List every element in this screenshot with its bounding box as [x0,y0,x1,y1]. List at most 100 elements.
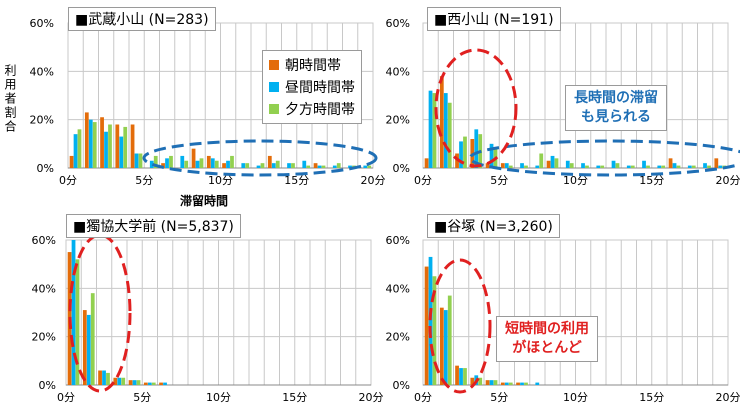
bar-noon [317,165,322,168]
bar-evening [707,165,711,168]
bar-noon [489,380,494,385]
bar-evening [108,124,112,168]
y-tick-label: 0% [37,162,54,175]
note-long-line2: も見られる [581,109,651,125]
bar-morning [470,377,475,385]
bar-noon [520,382,524,385]
short-stay-ellipse-yatsuka [428,258,492,394]
bar-evening [585,165,589,168]
x-tick-label: 5分 [490,391,508,404]
bar-evening [524,165,528,168]
x-tick-label: 20分 [359,391,384,404]
bar-noon [348,165,352,168]
bar-noon [195,160,200,168]
bar-evening [508,165,513,168]
chart-legend: 朝時間帯 昼間時間帯 夕方時間帯 [262,50,362,124]
x-tick-label: 10分 [208,174,233,187]
chart-title-musashikoyama: ■武蔵小山 (N=283) [68,7,216,31]
bar-noon [428,256,433,385]
y-tick-label: 60% [32,234,56,247]
bar-noon [104,131,108,168]
bar-morning [500,382,505,385]
bar-noon [443,310,448,385]
x-tick-label: 20分 [361,174,386,187]
bar-morning [546,160,551,168]
bar-noon [565,160,570,168]
x-tick-label: 5分 [135,174,153,187]
bar-noon [642,160,646,168]
bar-noon [256,165,261,168]
bar-noon [718,165,723,168]
note-long-stay: 長時間の滞留 も見られる [565,85,667,131]
bar-noon [459,368,463,385]
bar-noon [550,155,555,168]
x-tick-label: 0分 [414,174,432,187]
legend-swatch-evening [269,104,279,114]
bar-morning [161,163,165,168]
legend-swatch-morning [269,60,279,70]
x-tick-label: 0分 [59,174,77,187]
bar-evening [275,160,280,168]
bar-noon [489,143,494,168]
bar-morning [143,382,148,385]
bar-morning [130,124,135,168]
bar-evening [260,163,265,168]
bar-evening [447,295,452,385]
bar-noon [703,163,707,168]
bar-evening [432,276,437,385]
bar-noon [459,141,463,168]
bar-morning [455,365,459,385]
bar-evening [554,158,559,168]
bar-noon [180,155,185,168]
legend-label-morning: 朝時間帯 [285,58,341,74]
bar-noon [88,119,93,168]
legend-item-evening: 夕方時間帯 [269,98,355,120]
bar-noon [71,240,76,385]
y-tick-label: 40% [30,65,54,78]
y-tick-label: 20% [386,114,410,127]
bar-noon [226,160,230,168]
bar-evening [90,293,95,385]
bar-morning [100,117,104,168]
bar-noon [117,377,122,385]
note-short-line2: がほとんど [512,340,582,356]
x-tick-label: 20分 [716,174,740,187]
x-tick-label: 15分 [639,174,664,187]
y-tick-label: 20% [386,331,410,344]
bar-evening [646,165,650,168]
bar-evening [123,126,128,168]
bar-noon [520,163,524,168]
legend-item-noon: 昼間時間帯 [269,76,355,98]
bar-noon [657,165,662,168]
bar-morning [313,163,318,168]
bar-noon [102,370,106,385]
bar-noon [596,165,601,168]
note-long-line1: 長時間の滞留 [574,90,658,106]
y-tick-label: 20% [30,114,54,127]
bar-evening [169,155,173,168]
bar-evening [615,163,620,168]
bar-evening [214,160,219,168]
bar-morning [115,124,120,168]
bar-evening [524,382,528,385]
bar-noon [428,90,433,168]
y-tick-label: 40% [386,65,410,78]
short-stay-ellipse-nishikoyama [434,48,518,168]
bar-noon [474,129,479,168]
bar-morning [424,158,429,168]
bar-morning [113,377,118,385]
x-tick-label: 10分 [563,391,588,404]
bar-noon [147,382,152,385]
bar-morning [222,163,226,168]
bar-morning [668,158,673,168]
x-tick-label: 0分 [57,391,75,404]
bar-evening [493,380,498,385]
bar-morning [191,148,196,168]
bar-evening [199,158,204,168]
bar-evening [478,377,483,385]
bar-evening [539,153,544,168]
bar-evening [336,163,341,168]
legend-label-evening: 夕方時間帯 [285,102,355,118]
bar-noon [132,380,137,385]
bar-evening [121,377,126,385]
